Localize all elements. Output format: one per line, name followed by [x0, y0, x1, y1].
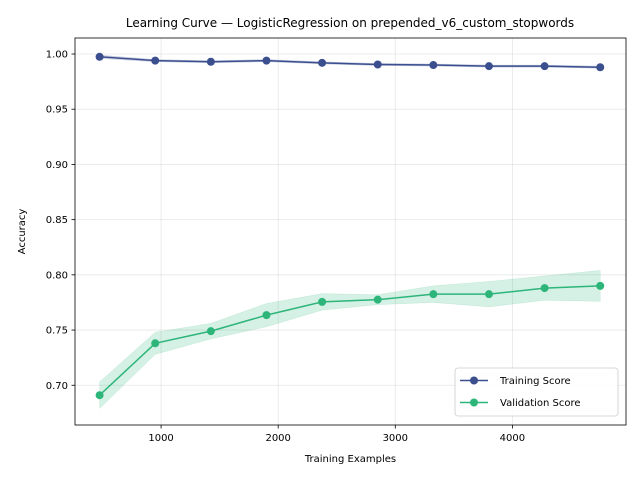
y-tick-label: 0.85 [46, 215, 68, 226]
y-axis-ticks: 0.70 0.75 0.80 0.85 0.90 0.95 1.00 [46, 50, 75, 392]
y-tick-label: 1.00 [46, 50, 68, 61]
legend-box [454, 367, 619, 417]
training-score-line [99, 56, 601, 69]
legend-training-marker [470, 376, 478, 385]
validation-score-band [99, 270, 601, 410]
validation-score-point [540, 284, 549, 293]
grid-lines [75, 38, 626, 425]
validation-score-point [95, 391, 104, 400]
training-score-point [540, 62, 549, 71]
validation-score-point [596, 281, 605, 290]
y-tick-label: 0.70 [46, 381, 68, 392]
y-axis-title: Accuracy [17, 209, 28, 255]
validation-score-point [151, 339, 160, 348]
legend-training-label: Training Score [499, 376, 571, 387]
training-score-point [596, 63, 605, 72]
legend-validation-marker [470, 398, 478, 407]
training-score-point [151, 56, 160, 65]
validation-score-point [206, 327, 215, 336]
training-score-point [95, 52, 104, 61]
x-tick-label: 2000 [265, 433, 290, 444]
x-tick-label: 3000 [383, 433, 408, 444]
x-axis-ticks: 1000 2000 3000 4000 [148, 425, 525, 444]
x-axis-title: Training Examples [304, 454, 396, 465]
x-tick-label: 1000 [148, 433, 173, 444]
legend-validation-label: Validation Score [500, 398, 581, 409]
training-score-point [262, 56, 271, 65]
y-tick-label: 0.95 [46, 105, 68, 116]
y-tick-label: 0.90 [46, 160, 68, 171]
training-score-point [318, 58, 327, 67]
legend: Training Score Validation Score [454, 367, 619, 417]
training-score-point [373, 60, 382, 69]
training-score-point [429, 61, 438, 70]
plot-area-frame [74, 37, 627, 426]
y-tick-label: 0.75 [46, 326, 68, 337]
validation-score-point [318, 297, 327, 306]
training-score-point [484, 62, 493, 71]
x-tick-label: 4000 [500, 433, 525, 444]
chart-title: Learning Curve — LogisticRegression on p… [126, 16, 574, 30]
validation-score-point [262, 311, 271, 320]
validation-score-point [429, 290, 438, 299]
training-score-point [206, 57, 215, 66]
validation-score-line [99, 285, 601, 396]
y-tick-label: 0.80 [46, 270, 68, 281]
validation-score-point [373, 295, 382, 304]
validation-score-point [484, 290, 493, 299]
series-lines [95, 52, 605, 400]
